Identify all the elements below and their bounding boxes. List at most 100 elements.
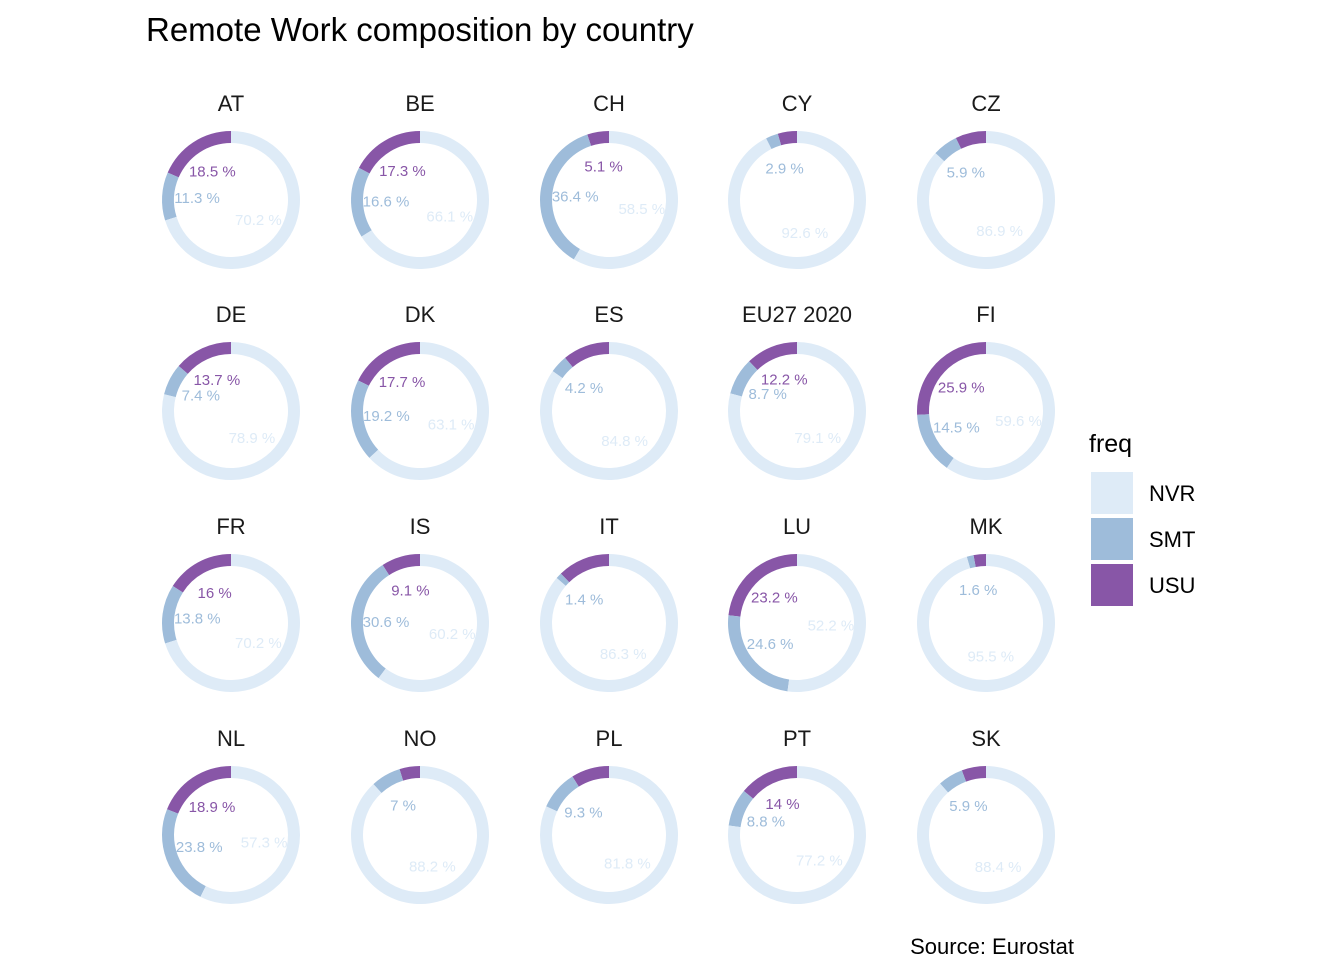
data-label-usu: 9.1 % xyxy=(391,582,429,599)
donut-segment-usu xyxy=(572,766,609,787)
donut-segment-usu xyxy=(382,554,420,576)
legend-label: NVR xyxy=(1149,481,1195,506)
data-label-nvr: 78.9 % xyxy=(229,430,276,447)
facet-label: ES xyxy=(594,302,623,327)
data-label-smt: 5.9 % xyxy=(949,798,987,815)
facet-label: PT xyxy=(783,726,811,751)
donut-segment-nvr xyxy=(787,554,867,692)
donut-segment-usu xyxy=(167,766,231,814)
panel-dk: DK 17.7 % 19.2 % 63.1 % xyxy=(351,302,490,481)
donut-segment-smt xyxy=(546,776,579,812)
facet-label: SK xyxy=(971,726,1001,751)
legend-key-nvr xyxy=(1091,472,1133,514)
donut-segment-nvr xyxy=(728,131,867,270)
data-label-smt: 24.6 % xyxy=(747,636,794,653)
data-label-usu: 18.9 % xyxy=(189,799,236,816)
panel-no: NO 7 % 88.2 % xyxy=(351,726,490,904)
donut-segment-smt xyxy=(164,366,188,398)
data-label-nvr: 52.2 % xyxy=(808,617,855,634)
panel-at: AT 18.5 % 11.3 % 70.2 % xyxy=(162,91,300,269)
data-label-nvr: 77.2 % xyxy=(796,853,843,870)
donut-segment-usu xyxy=(172,554,231,593)
data-label-smt: 13.8 % xyxy=(174,611,221,628)
facet-label: DK xyxy=(405,302,436,327)
panel-de: DE 13.7 %7.4 % 78.9 % xyxy=(162,302,300,480)
panel-cz: CZ 5.9 % 86.9 % xyxy=(917,91,1055,269)
donut-segment-usu xyxy=(728,554,797,617)
panel-es: ES 4.2 % 84.8 % xyxy=(540,302,678,481)
data-label-nvr: 66.1 % xyxy=(426,208,473,225)
donut-segment-smt xyxy=(552,357,573,379)
donut-segment-smt xyxy=(162,172,179,221)
data-label-usu: 25.9 % xyxy=(938,380,985,397)
panel-mk: MK 1.6 % 95.5 % xyxy=(917,514,1056,692)
legend: freq NVR SMT USU xyxy=(1089,430,1195,606)
legend-label: USU xyxy=(1149,573,1195,598)
donut-segment-smt xyxy=(730,361,758,397)
panel-nl: NL 18.9 % 23.8 % 57.3 % xyxy=(162,726,300,904)
data-label-smt: 9.3 % xyxy=(564,805,602,822)
data-label-nvr: 59.6 % xyxy=(995,413,1042,430)
donut-segment-smt xyxy=(966,555,976,569)
donut-segment-smt xyxy=(162,809,206,897)
facet-label: IS xyxy=(410,514,431,539)
data-label-nvr: 92.6 % xyxy=(781,225,828,242)
panel-pl: PL 9.3 % 81.8 % xyxy=(540,726,679,904)
panel-lu: LU 23.2 % 24.6 % 52.2 % xyxy=(727,514,867,692)
data-label-usu: 17.3 % xyxy=(379,163,426,180)
donut-segment-usu xyxy=(961,766,986,782)
facet-label: LU xyxy=(783,514,811,539)
donut-segment-usu xyxy=(358,342,420,386)
donut-segment-usu xyxy=(560,554,609,583)
donut-segment-smt xyxy=(940,770,967,793)
facet-label: DE xyxy=(216,302,247,327)
facet-label: PL xyxy=(596,726,623,751)
legend-label: SMT xyxy=(1149,527,1195,552)
donut-segment-nvr xyxy=(200,766,300,904)
data-label-nvr: 58.5 % xyxy=(618,201,665,218)
panel-eu27_2020: EU27 2020 12.2 %8.7 % 79.1 % xyxy=(728,302,866,480)
facet-label: MK xyxy=(970,514,1003,539)
donut-segment-smt xyxy=(162,586,183,644)
chart-title: Remote Work composition by country xyxy=(146,11,694,48)
donut-segment-smt xyxy=(351,167,372,237)
data-label-nvr: 81.8 % xyxy=(604,856,651,873)
donut-segment-nvr xyxy=(573,131,678,269)
data-label-nvr: 57.3 % xyxy=(241,835,288,852)
data-label-nvr: 88.4 % xyxy=(975,859,1022,876)
data-label-nvr: 88.2 % xyxy=(409,859,456,876)
donut-segment-smt xyxy=(728,791,754,828)
donut-segment-smt xyxy=(917,414,954,468)
facet-label: FI xyxy=(976,302,996,327)
facet-label: IT xyxy=(599,514,619,539)
donut-segment-nvr xyxy=(917,766,1056,904)
donut-segment-smt xyxy=(350,564,390,679)
data-label-smt: 5.9 % xyxy=(947,165,985,182)
panel-fr: FR 16 % 13.8 % 70.2 % xyxy=(162,514,301,693)
data-label-usu: 18.5 % xyxy=(189,164,236,181)
donut-segment-usu xyxy=(565,342,609,368)
data-label-smt: 7 % xyxy=(390,798,416,815)
facet-label: CZ xyxy=(971,91,1000,116)
donut-segment-usu xyxy=(749,342,797,370)
data-label-nvr: 70.2 % xyxy=(235,635,282,652)
data-label-smt: 23.8 % xyxy=(176,839,223,856)
facet-label: BE xyxy=(405,91,434,116)
data-label-nvr: 63.1 % xyxy=(428,417,475,434)
panel-pt: PT 14 %8.8 % 77.2 % xyxy=(728,726,866,905)
data-label-smt: 30.6 % xyxy=(363,614,410,631)
donut-segment-usu xyxy=(955,131,986,149)
data-label-smt: 4.2 % xyxy=(565,380,603,397)
facet-label: AT xyxy=(218,91,244,116)
donut-segment-nvr xyxy=(378,554,489,692)
legend-key-usu xyxy=(1091,564,1133,606)
donut-segment-smt xyxy=(556,573,570,586)
donut-segment-usu xyxy=(587,131,609,146)
facet-label: NL xyxy=(217,726,245,751)
data-label-nvr: 86.3 % xyxy=(600,646,647,663)
data-label-smt: 19.2 % xyxy=(363,408,410,425)
donut-segment-smt xyxy=(540,134,592,260)
data-label-nvr: 84.8 % xyxy=(601,433,648,450)
data-label-nvr: 86.9 % xyxy=(976,223,1023,240)
